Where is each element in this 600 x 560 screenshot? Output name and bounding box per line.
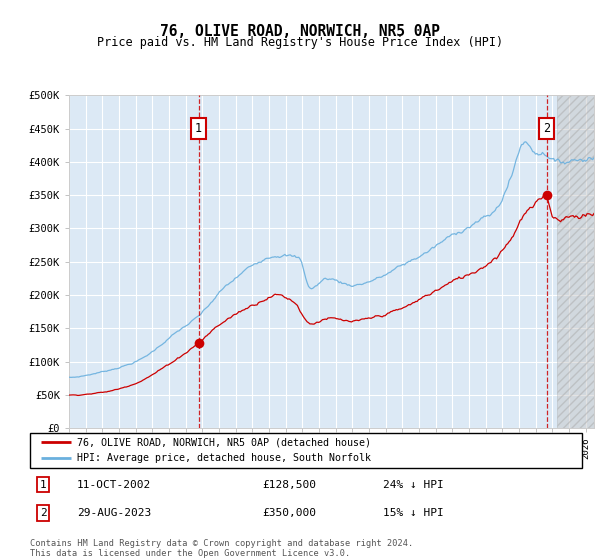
Text: 1: 1 [195,122,202,135]
Text: 2: 2 [40,508,47,518]
Text: 24% ↓ HPI: 24% ↓ HPI [383,480,444,489]
Text: £128,500: £128,500 [262,480,316,489]
Text: HPI: Average price, detached house, South Norfolk: HPI: Average price, detached house, Sout… [77,453,371,463]
Text: 1: 1 [40,480,47,489]
Text: 76, OLIVE ROAD, NORWICH, NR5 0AP: 76, OLIVE ROAD, NORWICH, NR5 0AP [160,24,440,39]
Text: 15% ↓ HPI: 15% ↓ HPI [383,508,444,518]
Text: Price paid vs. HM Land Registry's House Price Index (HPI): Price paid vs. HM Land Registry's House … [97,36,503,49]
Text: 29-AUG-2023: 29-AUG-2023 [77,508,151,518]
Text: 11-OCT-2002: 11-OCT-2002 [77,480,151,489]
Bar [557,95,594,428]
Text: Contains HM Land Registry data © Crown copyright and database right 2024.
This d: Contains HM Land Registry data © Crown c… [30,539,413,558]
Text: 76, OLIVE ROAD, NORWICH, NR5 0AP (detached house): 76, OLIVE ROAD, NORWICH, NR5 0AP (detach… [77,437,371,447]
Text: £350,000: £350,000 [262,508,316,518]
Text: 2: 2 [543,122,550,135]
FancyBboxPatch shape [30,433,582,468]
